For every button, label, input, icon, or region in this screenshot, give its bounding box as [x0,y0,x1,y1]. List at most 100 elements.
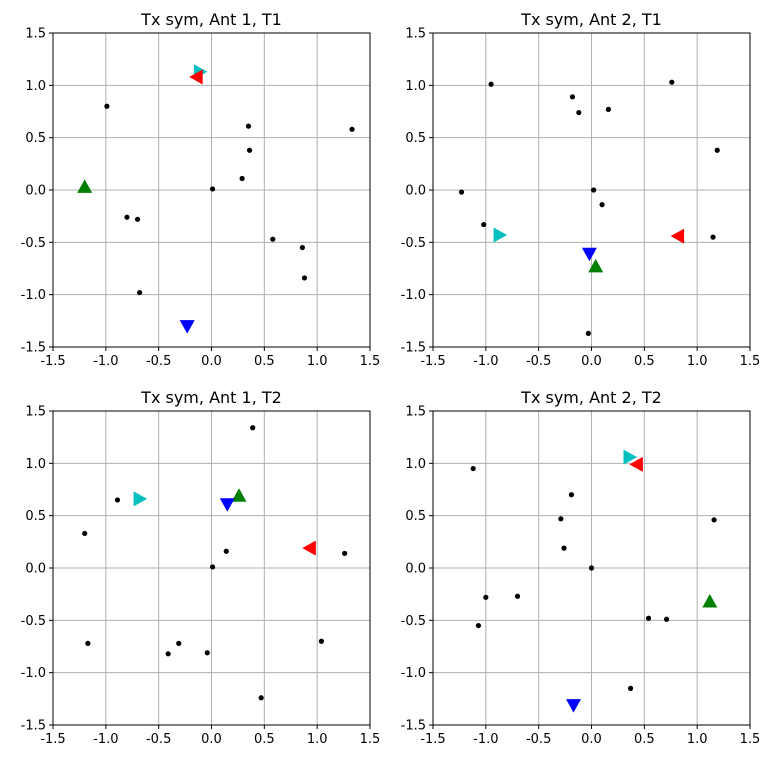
x-tick-label: 0.0 [581,354,602,369]
y-tick-label: 1.5 [405,27,426,42]
y-tick-label: 0.0 [25,562,46,577]
triangle-right-marker [623,449,637,465]
data-point [558,516,564,522]
x-tick-label: 1.5 [360,354,381,369]
y-tick-label: -1.5 [401,719,426,734]
data-point [591,187,597,193]
data-point [627,685,634,691]
y-tick-label: 0.0 [405,562,426,577]
data-point [569,94,576,100]
triangle-left-marker [302,540,316,556]
y-tick-label: 1.5 [25,405,46,420]
subplot-ant1-t1: Tx sym, Ant 1, T1 -1.5 -1.0 -0.5 0.0 0.5 1.0 1.… [21,10,381,369]
axes-frame [432,32,751,348]
y-tick-label: -1.5 [21,719,46,734]
data-point [470,465,476,472]
y-tick-label: 1.0 [25,457,46,472]
x-tick-label: 1.0 [687,732,708,747]
triangle-down-marker [581,247,597,262]
triangle-right-marker [133,491,148,507]
y-tick-label: 1.0 [405,79,426,94]
data-point [85,640,91,646]
x-tick-label: -0.5 [146,732,171,747]
data-point [514,593,521,599]
data-point [711,517,717,523]
axes-frame [52,410,371,726]
x-tick-label: -0.5 [146,354,171,369]
data-point [176,640,182,646]
chart-title: Tx sym, Ant 2, T2 [520,388,662,407]
y-tick-label: 0.5 [405,509,426,524]
data-point [710,234,716,240]
data-point [318,638,324,644]
data-point [349,126,355,132]
subplot-ant2-t1: Tx sym, Ant 2, T1 -1.5 -1.0 -0.5 0.0 0.5 1.0 1.… [401,10,761,369]
data-point [223,548,229,554]
chart-title: Tx sym, Ant 1, T1 [140,10,282,29]
data-point [209,564,216,570]
data-point [134,216,141,222]
data-point [645,615,652,621]
y-tick-label: 0.5 [25,131,46,146]
data-point [270,236,276,242]
data-point [342,550,348,556]
data-point [585,330,591,336]
data-point [82,530,88,537]
y-tick-label: 0.0 [25,184,46,199]
data-point [483,594,489,600]
x-tick-label: -1.0 [93,354,118,369]
data-point [250,425,256,431]
triangle-down-marker [566,699,581,713]
x-tick-label: -1.0 [93,732,118,747]
x-tick-label: 0.5 [254,732,275,747]
data-point [663,616,670,622]
x-tick-label: 1.0 [687,354,708,369]
data-point [301,275,308,281]
y-tick-label: 1.0 [25,79,46,94]
triangle-left-marker [189,69,203,85]
data-point [299,244,305,251]
y-tick-label: -0.5 [21,614,46,629]
data-point [246,147,253,153]
x-tick-label: -1.5 [420,354,445,369]
data-point [561,545,567,551]
y-tick-label: -1.5 [401,341,426,356]
data-point [714,147,720,153]
data-point [488,81,494,87]
y-tick-label: 0.5 [405,131,426,146]
x-tick-label: 0.0 [201,732,222,747]
x-tick-label: -1.5 [40,354,65,369]
chart-title: Tx sym, Ant 1, T2 [140,388,282,407]
data-point [475,622,482,629]
x-tick-label: 0.5 [634,354,655,369]
data-point [165,651,171,657]
subplot-ant2-t2: Tx sym, Ant 2, T2 -1.5 -1.0 -0.5 0.0 0.5 1.0 1.… [401,388,761,747]
x-tick-label: 0.5 [254,354,275,369]
x-tick-label: 0.0 [201,354,222,369]
triangle-left-marker [629,456,643,472]
data-point [599,202,605,208]
y-tick-label: -0.5 [21,236,46,251]
y-tick-label: -1.0 [21,288,46,303]
data-point [481,221,487,228]
data-point [588,565,595,571]
y-tick-label: 1.5 [25,27,46,42]
triangle-up-marker [231,488,247,502]
x-tick-label: -1.5 [40,732,65,747]
data-point [114,497,121,503]
triangle-down-marker [219,498,235,512]
x-tick-label: 1.5 [740,354,761,369]
y-tick-label: -0.5 [401,614,426,629]
triangle-up-marker [77,179,93,193]
data-point [124,214,130,220]
x-tick-label: 1.5 [740,732,761,747]
triangle-up-marker [702,594,718,608]
data-point [669,79,675,85]
triangle-right-marker [493,227,508,243]
chart-title: Tx sym, Ant 2, T1 [520,10,662,29]
y-tick-label: -1.0 [21,666,46,681]
data-point [209,186,216,192]
x-tick-label: 0.5 [634,732,655,747]
y-tick-label: 0.5 [25,509,46,524]
